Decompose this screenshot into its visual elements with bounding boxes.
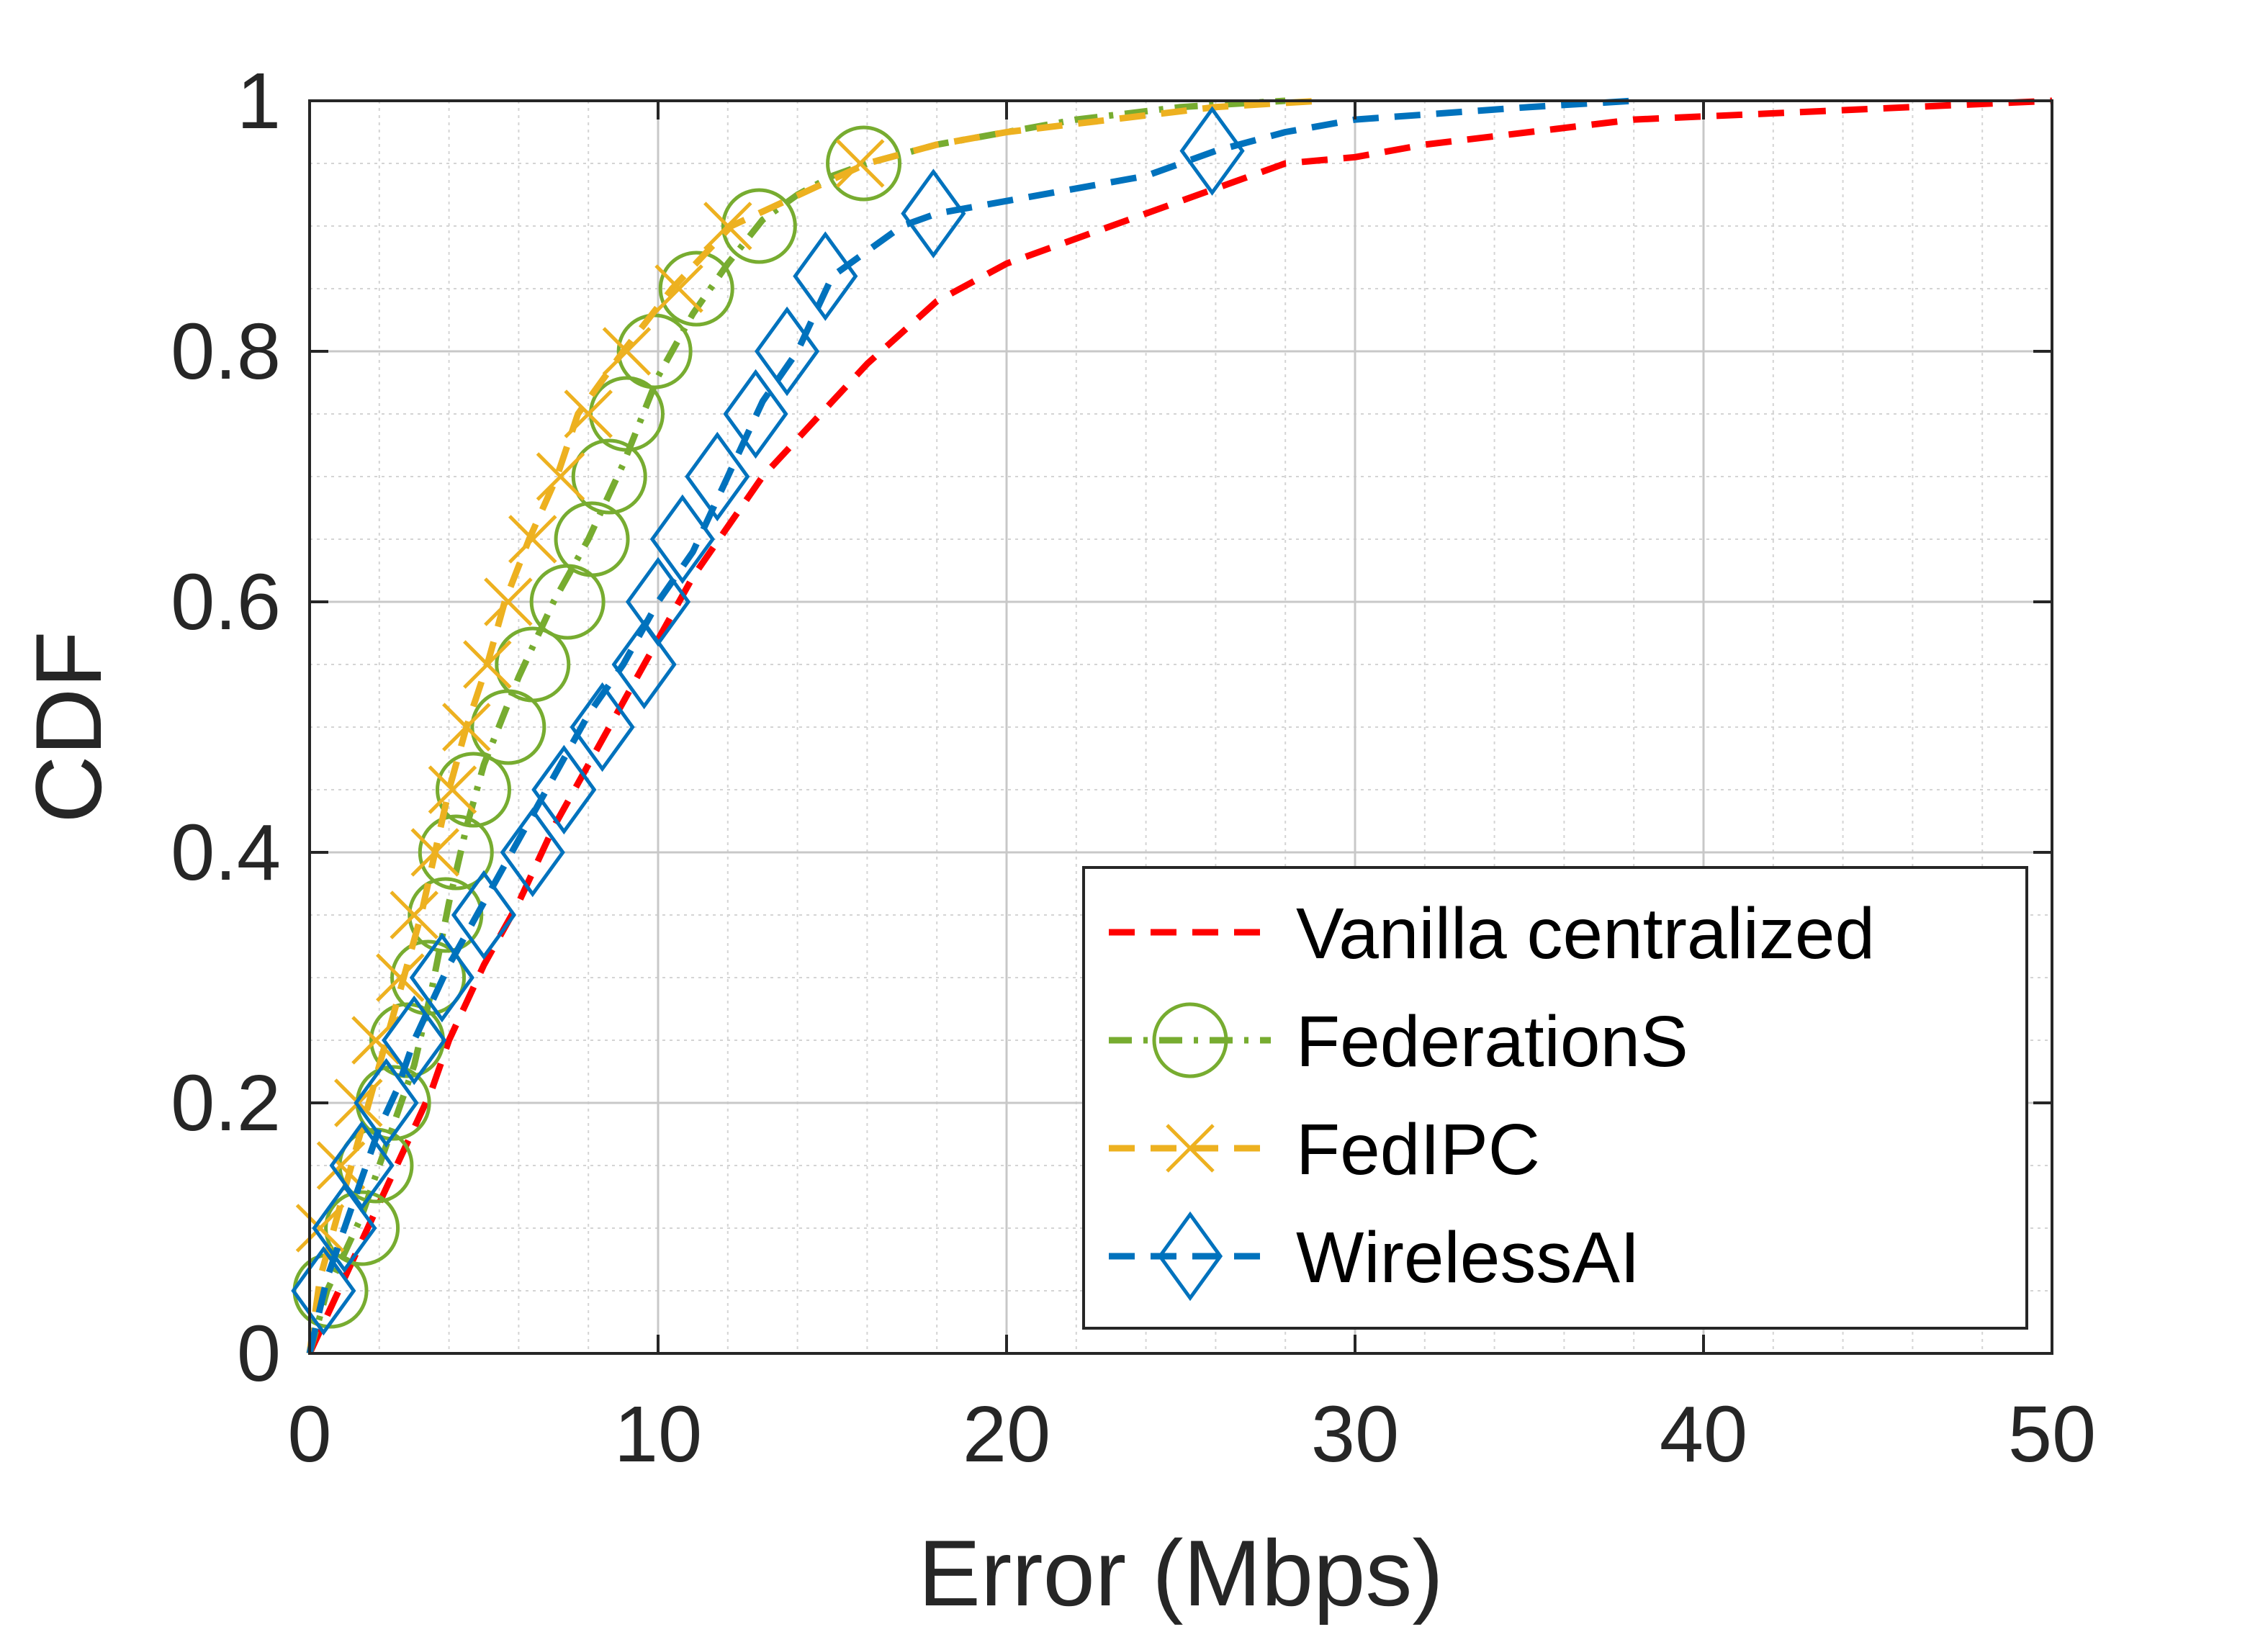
data-point-x xyxy=(536,452,585,501)
data-point-circle xyxy=(324,1190,400,1266)
legend: Vanilla centralized FederationS FedIPC Wire… xyxy=(1082,866,2028,1330)
data-point-diamond xyxy=(611,619,677,710)
data-point-diamond xyxy=(382,995,447,1086)
data-point-x xyxy=(1166,1124,1215,1173)
data-point-x xyxy=(390,891,438,939)
data-point-diamond xyxy=(500,807,565,898)
legend-label: FedIPC xyxy=(1296,1109,1540,1190)
legend-item: WirelessAI xyxy=(1109,1211,1640,1302)
data-point-diamond xyxy=(312,1183,377,1273)
x-tick-label: 0 xyxy=(287,1390,331,1479)
data-point-diamond xyxy=(354,1058,419,1148)
data-point-x xyxy=(376,953,425,1002)
data-point-diamond xyxy=(754,306,820,397)
data-point-circle xyxy=(571,438,647,515)
data-point-x xyxy=(463,640,512,689)
legend-box xyxy=(1082,866,2028,1330)
data-point-diamond xyxy=(531,744,597,835)
data-point-circle xyxy=(408,877,484,953)
data-point-circle xyxy=(390,939,467,1016)
data-point-diamond xyxy=(570,682,635,772)
legend-label: Vanilla centralized xyxy=(1296,893,1875,974)
data-point-x xyxy=(508,515,557,564)
data-point-x xyxy=(316,1141,366,1190)
series-line xyxy=(306,97,2053,1355)
data-point-circle xyxy=(495,626,571,703)
y-axis-label: CDF xyxy=(16,631,121,823)
data-point-x xyxy=(564,389,613,438)
plot-frame xyxy=(308,99,2053,1355)
y-tick-label: 0.2 xyxy=(171,1059,281,1148)
x-tick-label: 20 xyxy=(963,1390,1050,1479)
data-point-circle xyxy=(658,251,734,327)
data-point-diamond xyxy=(685,431,750,522)
series-line xyxy=(306,97,1634,1355)
series-vanilla-centralized xyxy=(306,97,2053,1355)
data-point-x xyxy=(333,1078,383,1127)
data-point-x xyxy=(295,1204,345,1253)
legend-item: FederationS xyxy=(1109,1001,1688,1082)
series-line xyxy=(306,97,1320,1354)
series-layer xyxy=(291,97,2053,1355)
data-point-diamond xyxy=(409,932,475,1023)
x-tick-label: 30 xyxy=(1311,1390,1399,1479)
legend-item: FedIPC xyxy=(1109,1109,1540,1190)
legend-label: FederationS xyxy=(1296,1001,1688,1082)
data-point-diamond xyxy=(793,231,858,321)
tick-labels: 0 10 20 30 40 50 0 0.2 0.4 0.6 0.8 1 xyxy=(171,57,2096,1479)
data-point-x xyxy=(484,577,533,626)
data-point-diamond xyxy=(1157,1211,1223,1302)
data-point-x xyxy=(428,765,477,814)
data-point-x xyxy=(442,703,491,752)
x-tick-label: 50 xyxy=(2008,1390,2096,1479)
data-point-diamond xyxy=(291,1245,356,1336)
y-tick-label: 0.8 xyxy=(171,307,281,396)
data-point-x xyxy=(351,1016,400,1065)
series-wirelessai xyxy=(291,97,1634,1355)
data-point-diamond xyxy=(649,494,715,585)
data-point-diamond xyxy=(625,556,691,647)
y-tick-label: 0.6 xyxy=(171,558,281,646)
data-point-diamond xyxy=(329,1120,395,1211)
x-axis-label: Error (Mbps) xyxy=(918,1520,1443,1626)
data-point-x xyxy=(703,202,752,251)
data-point-x xyxy=(602,327,652,376)
data-point-x xyxy=(835,139,885,188)
data-point-circle xyxy=(418,814,494,891)
data-point-diamond xyxy=(723,369,788,459)
data-point-x xyxy=(410,828,460,877)
y-tick-label: 1 xyxy=(237,57,281,145)
legend-item: Vanilla centralized xyxy=(1109,893,1875,974)
data-point-circle xyxy=(554,501,630,577)
legend-label: WirelessAI xyxy=(1296,1217,1640,1298)
data-point-circle xyxy=(1152,1002,1228,1078)
x-tick-label: 10 xyxy=(614,1390,702,1479)
y-tick-label: 0 xyxy=(237,1309,281,1398)
data-point-x xyxy=(654,264,703,313)
data-point-circle xyxy=(435,752,511,828)
data-point-circle xyxy=(826,125,902,202)
x-tick-label: 40 xyxy=(1660,1390,1747,1479)
data-point-diamond xyxy=(451,870,517,960)
series-fedipc xyxy=(295,97,1320,1354)
data-point-circle xyxy=(721,188,797,264)
data-point-diamond xyxy=(1179,106,1245,196)
y-tick-label: 0.4 xyxy=(171,808,281,897)
data-point-diamond xyxy=(901,168,966,258)
